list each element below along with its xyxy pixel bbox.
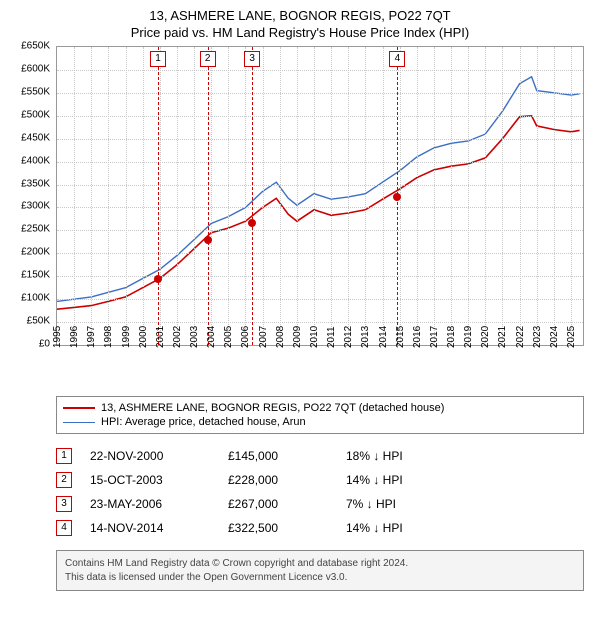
y-tick-label: £50K <box>27 316 50 327</box>
sale-vs-hpi: 14% ↓ HPI <box>346 521 456 535</box>
x-tick-label: 2025 <box>566 326 600 348</box>
y-axis-labels: £0£50K£100K£150K£200K£250K£300K£350K£400… <box>10 46 54 346</box>
legend-label: 13, ASHMERE LANE, BOGNOR REGIS, PO22 7QT… <box>101 402 444 414</box>
chart-area: £0£50K£100K£150K£200K£250K£300K£350K£400… <box>56 46 584 386</box>
legend-item: HPI: Average price, detached house, Arun <box>63 415 577 429</box>
sale-vs-hpi: 14% ↓ HPI <box>346 473 456 487</box>
footer-line-2: This data is licensed under the Open Gov… <box>65 571 575 585</box>
sale-marker-line <box>208 47 209 345</box>
sale-marker-badge: 3 <box>244 51 260 67</box>
sale-price: £228,000 <box>228 473 328 487</box>
title-subtitle: Price paid vs. HM Land Registry's House … <box>10 25 590 40</box>
sales-table: 1 22-NOV-2000 £145,000 18% ↓ HPI 2 15-OCT-200… <box>56 444 584 540</box>
sale-date: 14-NOV-2014 <box>90 521 210 535</box>
legend-label: HPI: Average price, detached house, Arun <box>101 416 306 428</box>
plot-region: 1 2 3 4 <box>56 46 584 346</box>
sale-marker-badge: 2 <box>200 51 216 67</box>
sale-index-box: 1 <box>56 448 72 464</box>
sale-price: £145,000 <box>228 449 328 463</box>
footer-line-1: Contains HM Land Registry data © Crown c… <box>65 557 575 571</box>
sale-marker-badge: 4 <box>389 51 405 67</box>
y-tick-label: £550K <box>21 86 50 97</box>
sale-row: 1 22-NOV-2000 £145,000 18% ↓ HPI <box>56 444 584 468</box>
y-tick-label: £300K <box>21 201 50 212</box>
sale-row: 4 14-NOV-2014 £322,500 14% ↓ HPI <box>56 516 584 540</box>
y-tick-label: £500K <box>21 109 50 120</box>
sale-point <box>154 275 162 283</box>
sale-point <box>204 236 212 244</box>
y-tick-label: £250K <box>21 224 50 235</box>
sale-price: £267,000 <box>228 497 328 511</box>
sale-date: 15-OCT-2003 <box>90 473 210 487</box>
sale-vs-hpi: 18% ↓ HPI <box>346 449 456 463</box>
series-hpi <box>57 77 580 302</box>
y-tick-label: £350K <box>21 178 50 189</box>
y-tick-label: £150K <box>21 270 50 281</box>
sale-index-box: 4 <box>56 520 72 536</box>
y-tick-label: £650K <box>21 41 50 52</box>
sale-row: 2 15-OCT-2003 £228,000 14% ↓ HPI <box>56 468 584 492</box>
sale-row: 3 23-MAY-2006 £267,000 7% ↓ HPI <box>56 492 584 516</box>
legend-item: 13, ASHMERE LANE, BOGNOR REGIS, PO22 7QT… <box>63 401 577 415</box>
sale-marker-line <box>252 47 253 345</box>
y-tick-label: £0 <box>39 339 50 350</box>
sale-date: 22-NOV-2000 <box>90 449 210 463</box>
x-axis-labels: 1995199619971998199920002001200220032004… <box>56 346 584 386</box>
series-property <box>57 116 580 309</box>
chart-svg <box>57 47 583 345</box>
title-address: 13, ASHMERE LANE, BOGNOR REGIS, PO22 7QT <box>10 8 590 23</box>
sale-marker-line <box>158 47 159 345</box>
sale-vs-hpi: 7% ↓ HPI <box>346 497 456 511</box>
title-block: 13, ASHMERE LANE, BOGNOR REGIS, PO22 7QT… <box>10 8 590 40</box>
legend-swatch <box>63 407 95 409</box>
sale-date: 23-MAY-2006 <box>90 497 210 511</box>
sale-point <box>248 219 256 227</box>
y-tick-label: £450K <box>21 132 50 143</box>
y-tick-label: £200K <box>21 247 50 258</box>
y-tick-label: £600K <box>21 63 50 74</box>
y-tick-label: £100K <box>21 293 50 304</box>
sale-marker-badge: 1 <box>150 51 166 67</box>
page-container: 13, ASHMERE LANE, BOGNOR REGIS, PO22 7QT… <box>0 0 600 601</box>
sale-index-box: 2 <box>56 472 72 488</box>
footer-attribution: Contains HM Land Registry data © Crown c… <box>56 550 584 591</box>
sale-index-box: 3 <box>56 496 72 512</box>
legend-box: 13, ASHMERE LANE, BOGNOR REGIS, PO22 7QT… <box>56 396 584 434</box>
legend-swatch <box>63 422 95 423</box>
y-tick-label: £400K <box>21 155 50 166</box>
sale-point <box>393 193 401 201</box>
sale-price: £322,500 <box>228 521 328 535</box>
